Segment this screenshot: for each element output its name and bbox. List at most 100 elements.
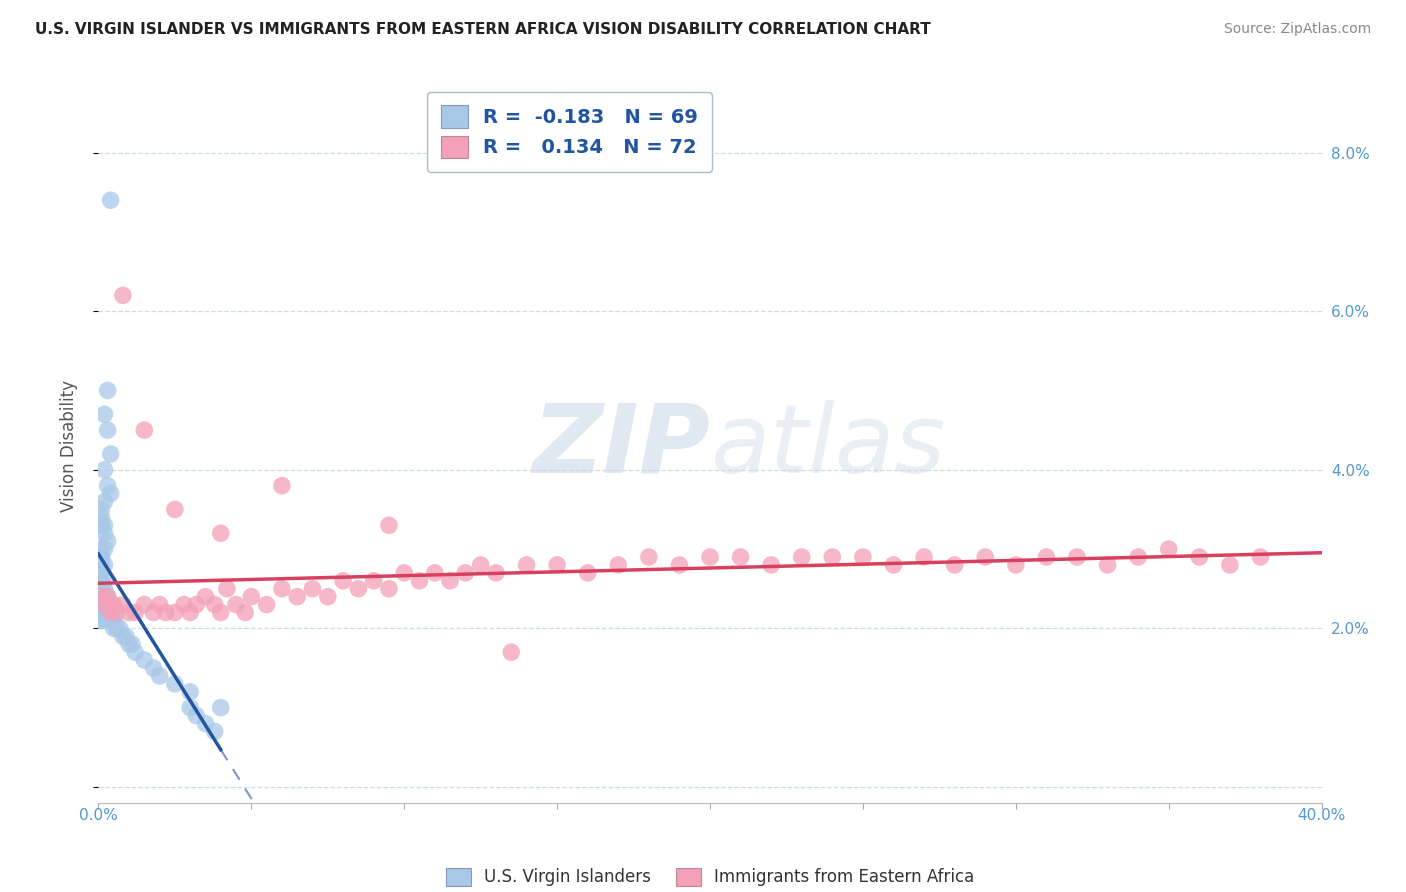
- Point: [186, 598, 208, 612]
- Point: [270, 582, 292, 596]
- Point: [90, 614, 112, 628]
- Point: [90, 606, 112, 620]
- Text: Source: ZipAtlas.com: Source: ZipAtlas.com: [1223, 22, 1371, 37]
- Point: [93, 518, 115, 533]
- Point: [111, 288, 134, 302]
- Point: [883, 558, 905, 572]
- Point: [546, 558, 568, 572]
- Point: [90, 606, 112, 620]
- Y-axis label: Vision Disability: Vision Disability: [59, 380, 77, 512]
- Point: [90, 510, 112, 524]
- Point: [90, 566, 112, 580]
- Point: [103, 614, 125, 628]
- Point: [90, 590, 112, 604]
- Point: [115, 629, 138, 643]
- Point: [790, 549, 813, 564]
- Point: [111, 629, 134, 643]
- Text: ZIP: ZIP: [531, 400, 710, 492]
- Point: [501, 645, 523, 659]
- Text: atlas: atlas: [710, 400, 945, 492]
- Point: [90, 582, 112, 596]
- Point: [699, 549, 721, 564]
- Point: [423, 566, 446, 580]
- Point: [103, 614, 125, 628]
- Point: [270, 478, 292, 492]
- Legend: U.S. Virgin Islanders, Immigrants from Eastern Africa: U.S. Virgin Islanders, Immigrants from E…: [439, 861, 981, 892]
- Point: [90, 590, 112, 604]
- Point: [516, 558, 538, 572]
- Point: [1097, 558, 1119, 572]
- Point: [1004, 558, 1026, 572]
- Point: [134, 598, 156, 612]
- Point: [1219, 558, 1241, 572]
- Point: [97, 423, 120, 437]
- Point: [90, 549, 112, 564]
- Point: [943, 558, 966, 572]
- Point: [118, 637, 141, 651]
- Point: [209, 606, 232, 620]
- Point: [111, 598, 134, 612]
- Point: [163, 502, 186, 516]
- Point: [576, 566, 599, 580]
- Point: [93, 574, 115, 588]
- Point: [607, 558, 630, 572]
- Point: [90, 542, 112, 557]
- Point: [90, 582, 112, 596]
- Point: [90, 518, 112, 533]
- Point: [204, 598, 226, 612]
- Point: [173, 598, 195, 612]
- Point: [124, 645, 146, 659]
- Point: [155, 606, 177, 620]
- Point: [100, 606, 122, 620]
- Point: [100, 193, 122, 207]
- Point: [485, 566, 508, 580]
- Point: [347, 582, 370, 596]
- Point: [285, 590, 308, 604]
- Point: [93, 407, 115, 421]
- Point: [408, 574, 430, 588]
- Point: [93, 463, 115, 477]
- Point: [93, 542, 115, 557]
- Point: [90, 598, 112, 612]
- Point: [332, 574, 354, 588]
- Point: [90, 566, 112, 580]
- Point: [90, 598, 112, 612]
- Point: [209, 526, 232, 541]
- Point: [470, 558, 492, 572]
- Point: [100, 606, 122, 620]
- Text: 0.0%: 0.0%: [79, 808, 118, 822]
- Point: [103, 598, 125, 612]
- Point: [149, 598, 172, 612]
- Point: [90, 606, 112, 620]
- Point: [90, 574, 112, 588]
- Point: [97, 384, 120, 398]
- Point: [637, 549, 661, 564]
- Point: [852, 549, 875, 564]
- Point: [974, 549, 997, 564]
- Point: [378, 582, 401, 596]
- Point: [215, 582, 238, 596]
- Point: [90, 502, 112, 516]
- Point: [90, 549, 112, 564]
- Point: [93, 590, 115, 604]
- Point: [93, 598, 115, 612]
- Point: [97, 598, 120, 612]
- Point: [1035, 549, 1057, 564]
- Point: [97, 534, 120, 549]
- Point: [179, 606, 201, 620]
- Point: [363, 574, 385, 588]
- Point: [103, 621, 125, 635]
- Point: [93, 598, 115, 612]
- Point: [90, 598, 112, 612]
- Point: [118, 606, 141, 620]
- Point: [105, 621, 128, 635]
- Point: [301, 582, 323, 596]
- Point: [186, 708, 208, 723]
- Point: [1188, 549, 1211, 564]
- Point: [204, 724, 226, 739]
- Point: [124, 606, 146, 620]
- Point: [97, 478, 120, 492]
- Point: [759, 558, 782, 572]
- Point: [439, 574, 461, 588]
- Point: [121, 637, 143, 651]
